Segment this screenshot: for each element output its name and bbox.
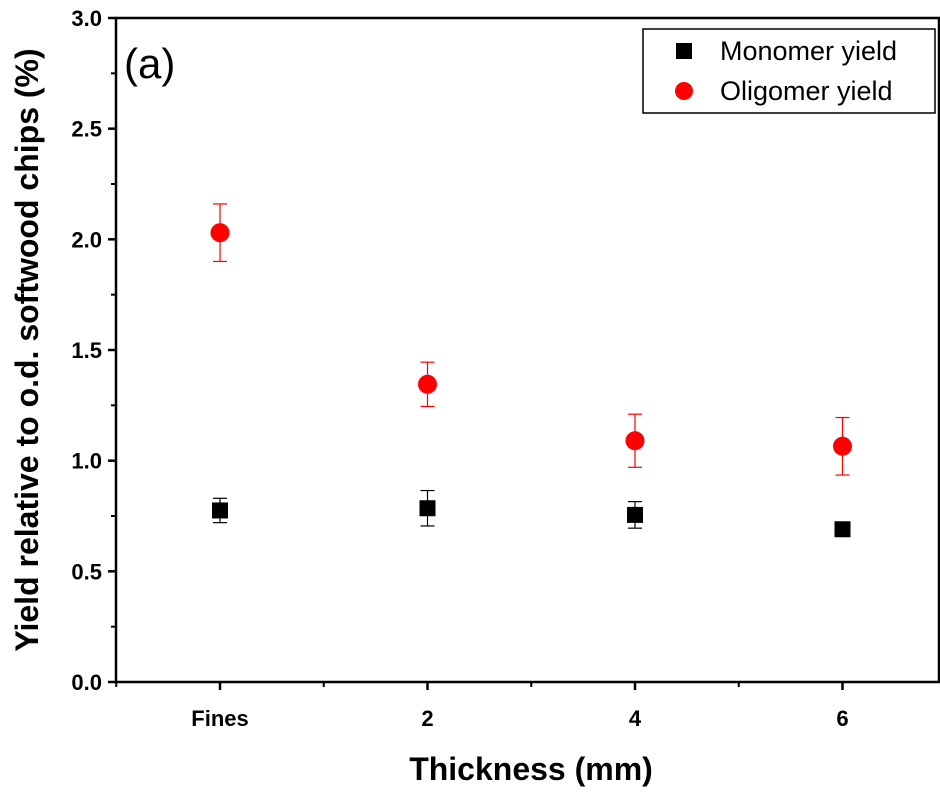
data-point <box>419 500 436 517</box>
legend-marker-square <box>676 43 692 59</box>
panel-label: (a) <box>124 40 175 87</box>
series-monomer <box>212 489 851 538</box>
legend-label: Monomer yield <box>720 36 897 66</box>
x-tick-label: Fines <box>191 706 248 731</box>
y-tick-label: 1.0 <box>71 449 102 474</box>
data-point <box>210 223 230 243</box>
x-tick-label: 4 <box>629 706 642 731</box>
data-point <box>418 374 437 394</box>
x-axis-title: Thickness (mm) <box>409 751 653 787</box>
series-layer <box>210 203 852 538</box>
x-tick-label: 2 <box>421 706 433 731</box>
x-tick-label: 6 <box>836 706 848 731</box>
y-tick-label: 0.5 <box>71 559 102 584</box>
y-tick-label: 0.0 <box>71 670 102 695</box>
y-axis-ticks: 0.0 0.5 1.0 1.5 2.0 2.5 3.0 <box>71 6 116 695</box>
legend-marker-circle <box>675 82 693 100</box>
data-point <box>833 436 852 456</box>
plot-border <box>114 16 940 684</box>
y-tick-label: 2.5 <box>71 117 102 142</box>
y-tick-label: 3.0 <box>71 6 102 31</box>
y-tick-label: 1.5 <box>71 338 102 363</box>
y-tick-label: 2.0 <box>71 227 102 252</box>
plot-frame <box>114 16 940 684</box>
legend: Monomer yield Oligomer yield <box>642 28 936 114</box>
y-axis-title: Yield relative to o.d. softwood chips (%… <box>9 48 45 651</box>
data-point <box>212 502 228 519</box>
legend-label: Oligomer yield <box>720 76 893 106</box>
x-axis-ticks: Fines 2 4 6 <box>115 682 849 731</box>
data-point <box>627 506 643 523</box>
series-oligomer <box>210 203 852 476</box>
data-point <box>834 521 851 538</box>
data-point <box>625 431 645 451</box>
